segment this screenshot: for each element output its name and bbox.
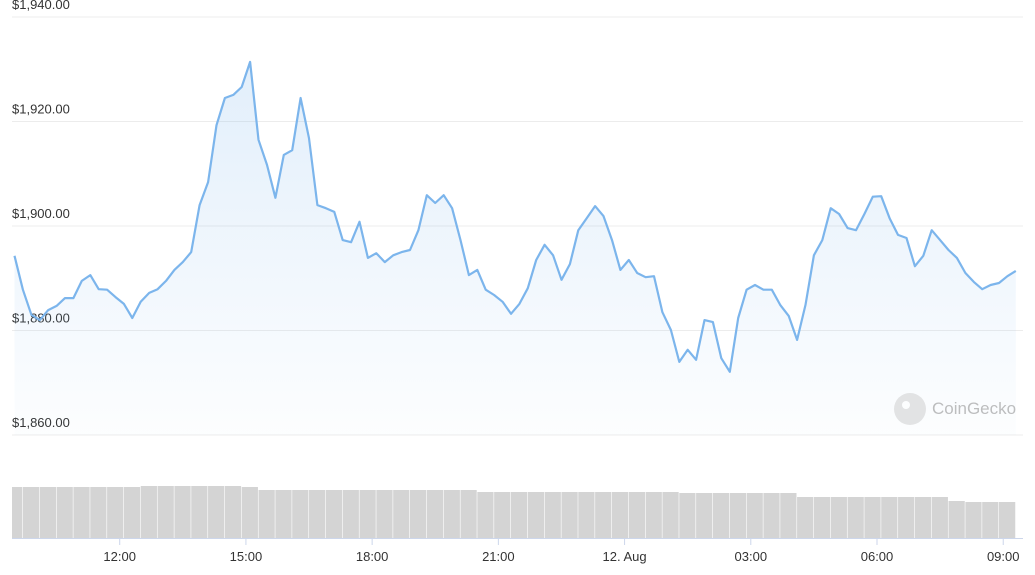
volume-bar <box>174 486 191 538</box>
volume-bar <box>510 492 528 538</box>
watermark: CoinGecko <box>894 393 1016 425</box>
volume-bar <box>494 492 511 538</box>
volume-bar <box>628 492 646 538</box>
volume-bar <box>208 486 225 538</box>
volume-bar <box>914 497 932 538</box>
volume-bar <box>275 490 292 538</box>
x-tick-label: 18:00 <box>356 549 389 564</box>
volume-bar <box>426 490 444 538</box>
volume-bar <box>224 486 242 538</box>
volume-bar <box>797 497 814 538</box>
volume-bar <box>931 497 948 538</box>
volume-bar <box>460 490 477 538</box>
x-tick-label: 06:00 <box>861 549 894 564</box>
price-line <box>13 60 1017 373</box>
volume-bar <box>813 497 831 538</box>
volume-bar <box>292 490 309 538</box>
volume-bar <box>140 486 157 538</box>
volume-bar <box>39 487 56 538</box>
volume-bar <box>410 490 427 538</box>
volume-bar <box>309 490 326 538</box>
x-tick-label: 12:00 <box>103 549 136 564</box>
volume-bar <box>376 490 393 538</box>
volume-bar <box>359 490 376 538</box>
y-tick-label: $1,920.00 <box>12 102 70 117</box>
volume-bar <box>999 502 1016 538</box>
plot <box>12 60 1023 539</box>
y-tick-label: $1,900.00 <box>12 206 70 221</box>
volume-bar <box>662 492 679 538</box>
volume-bar <box>611 492 629 538</box>
volume-bar <box>544 492 561 538</box>
volume-bar <box>864 497 881 538</box>
x-tick-label: 09:00 <box>987 549 1020 564</box>
volume-bar <box>258 490 275 538</box>
volume-bar <box>746 493 763 538</box>
volume-bar <box>679 493 696 538</box>
volume-bar <box>881 497 898 538</box>
volume-bar <box>780 493 797 538</box>
volume-bar <box>443 490 460 538</box>
volume-bar <box>729 493 746 538</box>
price-area <box>14 61 1016 436</box>
volume-bar <box>12 487 23 538</box>
volume-bar <box>56 487 73 538</box>
volume-bar <box>948 501 965 538</box>
volume-bar <box>393 490 410 538</box>
volume-bar <box>73 487 90 538</box>
volume-bar <box>898 497 915 538</box>
volume-bar <box>965 502 982 538</box>
x-tick-label: 12. Aug <box>603 549 647 564</box>
volume-bar <box>342 490 359 538</box>
watermark-logo <box>894 393 926 425</box>
watermark-text: CoinGecko <box>932 399 1016 418</box>
volume-bar <box>325 490 343 538</box>
volume-bar <box>157 486 174 538</box>
volume-bar <box>527 492 545 538</box>
volume-bar <box>595 492 612 538</box>
volume-bar <box>241 487 258 538</box>
volume-bar <box>696 493 713 538</box>
watermark-logo-eye <box>902 401 910 409</box>
volume-bar <box>763 493 780 538</box>
x-tick-label: 21:00 <box>482 549 515 564</box>
volume-bar <box>107 487 124 538</box>
volume-bar <box>578 492 595 538</box>
volume-bar <box>847 497 864 538</box>
volume-bar <box>477 492 494 538</box>
volume-bar <box>90 487 107 538</box>
x-tick-label: 03:00 <box>735 549 768 564</box>
volume-bar <box>561 492 578 538</box>
volume-bar <box>191 486 208 538</box>
volume-bar <box>123 487 141 538</box>
volume-bar <box>830 497 847 538</box>
volume-bar <box>22 487 40 538</box>
volume-bar <box>712 493 730 538</box>
x-tick-label: 15:00 <box>230 549 263 564</box>
y-tick-label: $1,940.00 <box>12 0 70 12</box>
volume-bar <box>645 492 662 538</box>
volume-bar <box>982 502 999 538</box>
